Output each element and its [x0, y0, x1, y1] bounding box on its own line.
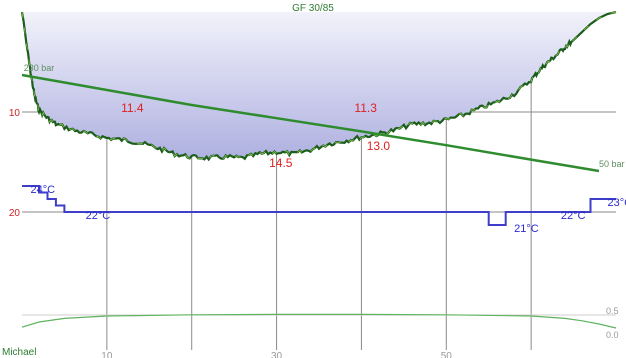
temperature-label: 22°C — [86, 210, 111, 222]
time-axis-tick-label: 30 — [271, 351, 283, 358]
depth-value-label: 14.5 — [269, 156, 293, 170]
tank-pressure-line — [21, 73, 600, 173]
temperature-label: 22°C — [561, 210, 586, 222]
time-axis-tick-label: 10 — [101, 351, 113, 358]
temperature-label: 23°C — [608, 197, 626, 209]
temperature-label: 21°C — [514, 223, 539, 235]
time-axis-tick-label: 50 — [441, 351, 453, 358]
tank-pressure-label: 50 bar — [599, 159, 625, 169]
depth-profile-line — [20, 10, 617, 162]
diver-name-label: Michael — [2, 347, 36, 358]
temperature-line — [22, 185, 616, 226]
depth-value-label: 13.0 — [367, 139, 391, 153]
bottom-scale-series-line — [21, 313, 617, 329]
gradient-factor-title: GF 30/85 — [292, 3, 334, 14]
depth-value-label: 11.3 — [354, 101, 377, 115]
depth-profile-polyline — [20, 10, 617, 162]
bottom-scale-label: 0.0 — [606, 330, 619, 340]
depth-axis-tick-label: 10 — [9, 108, 21, 119]
depth-value-label: 11.4 — [121, 101, 144, 115]
tank-pressure-label: 230 bar — [24, 63, 55, 73]
depth-profile-area — [22, 12, 616, 160]
temperature-label: 24°C — [30, 184, 55, 196]
depth-axis-tick-label: 20 — [9, 208, 21, 219]
bottom-scale-label: 0.5 — [606, 306, 619, 316]
chart-labels: 11.4 14.5 11.3 13.0 230 bar 50 bar 24°C 22°C 21°… — [9, 63, 626, 358]
